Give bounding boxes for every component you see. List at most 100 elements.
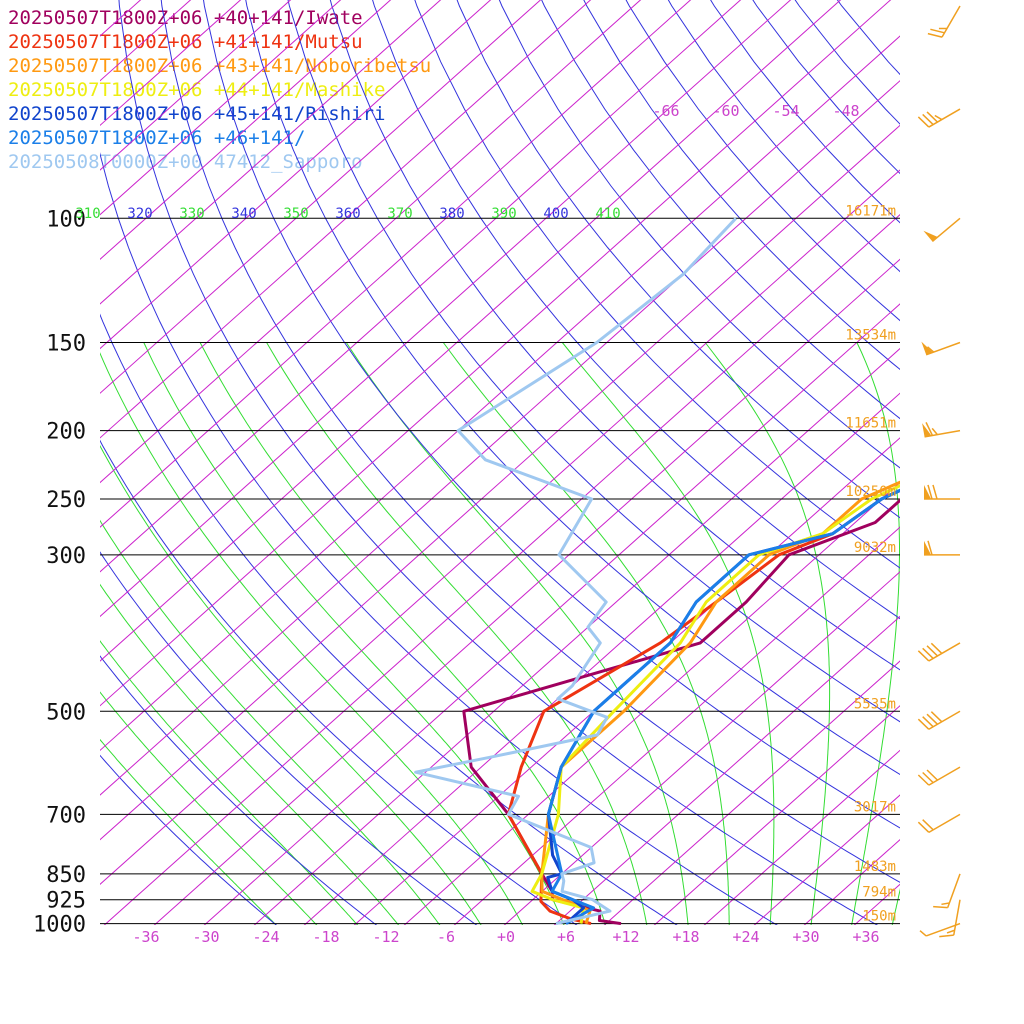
axis-labels: 100 16171m 150 13534m 200 11651m 250 10250m 300 9… [33, 102, 896, 946]
legend-item: 20250508T0000Z+00 47412_Sapporo [8, 151, 363, 173]
wind-barb [917, 813, 961, 833]
height-label: 150m [862, 909, 896, 925]
wind-barb [917, 710, 961, 730]
height-label: 10250m [845, 484, 896, 500]
theta-label: 320 [127, 206, 152, 222]
isotherm-line [100, 169, 900, 885]
legend-item: 20250507T1800Z+06 +40+141/Iwate [8, 7, 363, 29]
pressure-label: 700 [46, 803, 86, 828]
dry-adiabat-line [372, 0, 900, 620]
isotherm-line [100, 0, 342, 216]
height-label: 3017m [854, 799, 896, 815]
temp-tick-label: +24 [732, 928, 759, 946]
dry-adiabat-line [329, 0, 900, 671]
isotherm-line [0, 0, 259, 939]
isotherm-line [100, 0, 792, 618]
isotherm-line [889, 0, 1024, 939]
isotherm-line [153, 258, 900, 925]
wind-barb [923, 217, 961, 243]
dry-adiabat-line [583, 0, 900, 371]
height-label: 13534m [845, 327, 896, 343]
isotherm-line [100, 0, 392, 260]
isotherm-line [100, 0, 442, 305]
dry-adiabat-line [203, 0, 900, 829]
profile-line [462, 498, 900, 925]
isotherm-line [353, 437, 900, 925]
moist-adiabat-line [442, 342, 730, 925]
theta-label: 400 [543, 206, 568, 222]
moist-adiabat-line [891, 887, 900, 925]
pressure-label: 200 [46, 420, 86, 445]
wind-barb [922, 422, 961, 438]
isotherm-line [453, 526, 900, 925]
pressure-label: 1000 [33, 913, 86, 938]
wind-barbs [917, 5, 961, 938]
theta-label: 330 [179, 206, 204, 222]
dry-adiabat-line [625, 0, 900, 322]
upper-temp-label: -54 [772, 102, 799, 120]
dry-adiabat-line [836, 0, 900, 76]
height-label: 5535m [854, 696, 896, 712]
wind-barb [933, 873, 961, 909]
moist-adiabat-line [100, 640, 359, 925]
pressure-label: 925 [46, 889, 86, 914]
theta-label: 370 [387, 206, 412, 222]
isotherm-line [100, 0, 642, 484]
legend-item: 20250507T1800Z+06 +46+141/ [8, 127, 306, 149]
isobars [100, 217, 900, 925]
moist-adiabat-line [100, 352, 524, 925]
temp-tick-label: -36 [132, 928, 159, 946]
isotherm-line [100, 124, 900, 841]
isotherm-line [503, 571, 900, 925]
dry-adiabat-line [498, 0, 900, 469]
wind-barb [917, 766, 961, 786]
dry-adiabat-line [245, 0, 900, 776]
isotherm-line [100, 0, 692, 528]
moist-adiabat-line [100, 691, 318, 925]
dry-adiabat-line [541, 0, 900, 420]
moist-adiabat-line [345, 342, 689, 925]
theta-label: 340 [231, 206, 256, 222]
isotherm-line [100, 0, 242, 127]
isotherm-line [603, 660, 900, 925]
pressure-label: 100 [46, 207, 86, 232]
temp-tick-label: +18 [672, 928, 699, 946]
dry-adiabat-line [710, 0, 900, 224]
legend-item: 20250507T1800Z+06 +44+141/Mashike [8, 79, 386, 101]
wind-barb [917, 642, 961, 662]
wind-barb [917, 108, 961, 128]
profile-line [414, 217, 737, 925]
moist-adiabat-line [100, 583, 400, 925]
pressure-label: 150 [46, 331, 86, 356]
dry-adiabat-line [667, 0, 900, 273]
isotherm-line [939, 0, 1024, 939]
pressure-label: 850 [46, 863, 86, 888]
height-label: 11651m [845, 416, 896, 432]
pressure-label: 500 [46, 700, 86, 725]
moist-adiabat-line [100, 444, 482, 925]
profiles [414, 217, 900, 925]
temp-tick-label: +12 [612, 928, 639, 946]
moist-adiabat-line [704, 342, 831, 925]
dry-adiabat-line [100, 152, 778, 925]
isotherm-line [653, 705, 900, 925]
temp-tick-label: +6 [557, 928, 575, 946]
theta-label: 390 [491, 206, 516, 222]
profile-line [540, 480, 900, 925]
dry-adiabat-line [287, 0, 900, 723]
isotherm-line [703, 749, 900, 925]
isotherm-line [0, 0, 209, 939]
legend-item: 20250507T1800Z+06 +41+141/Mutsu [8, 31, 363, 53]
upper-temp-label: -48 [832, 102, 859, 120]
dry-adiabat-line [160, 0, 900, 883]
temp-tick-label: -6 [437, 928, 455, 946]
dry-adiabat-line [100, 313, 678, 925]
upper-temp-label: -66 [652, 102, 679, 120]
pressure-label: 250 [46, 488, 86, 513]
isotherm-line [100, 0, 742, 573]
profile-line [546, 488, 900, 925]
dry-adiabat-line [100, 754, 278, 925]
theta-label: 350 [283, 206, 308, 222]
height-label: 1483m [854, 859, 896, 875]
isotherm-line [100, 0, 142, 37]
